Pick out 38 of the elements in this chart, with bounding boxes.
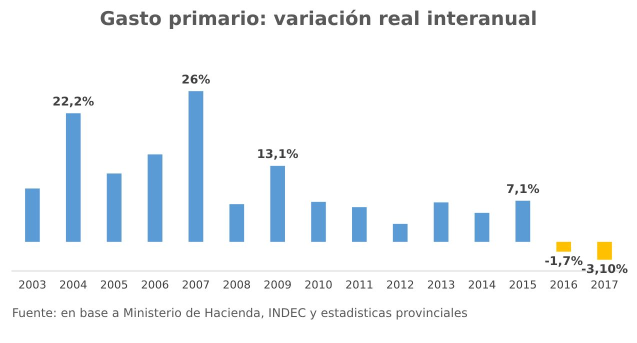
x-tick-label: 2013 xyxy=(427,278,456,292)
data-label: -3,10% xyxy=(581,262,628,276)
bar xyxy=(434,202,448,242)
bar xyxy=(515,200,530,242)
data-label: -1,7% xyxy=(544,254,583,268)
source-note: Fuente: en base a Ministerio de Hacienda, INDEC y estadisticas provinciales xyxy=(11,306,469,320)
bar xyxy=(474,212,490,242)
x-tick-label: 2007 xyxy=(182,278,210,292)
bar xyxy=(392,224,408,242)
bar xyxy=(597,242,612,260)
x-tick-label: 2005 xyxy=(100,278,128,292)
x-tick-label: 2016 xyxy=(550,278,578,292)
x-tick-label: 2012 xyxy=(386,278,414,292)
x-tick-label: 2003 xyxy=(18,278,46,292)
x-tick-label: 2004 xyxy=(59,278,88,292)
data-label: 26% xyxy=(182,72,210,86)
bar xyxy=(188,91,204,242)
x-tick-label: 2014 xyxy=(468,278,496,292)
chart-title: Gasto primario: variación real interanual xyxy=(98,8,538,32)
bar xyxy=(148,154,162,242)
bar xyxy=(229,204,244,242)
x-tick-label: 2015 xyxy=(508,278,537,292)
bar xyxy=(311,202,326,242)
bar xyxy=(270,166,285,242)
data-label: 13,1% xyxy=(256,147,298,162)
bar xyxy=(66,113,81,242)
x-tick-label: 2010 xyxy=(304,278,332,292)
data-label: 22,2% xyxy=(52,94,94,108)
x-tick-label: 2011 xyxy=(345,278,374,292)
bar xyxy=(106,173,122,242)
bar xyxy=(25,188,40,242)
bar xyxy=(352,207,367,242)
x-tick-label: 2009 xyxy=(264,278,292,292)
data-label: 7,1% xyxy=(506,182,540,196)
x-tick-label: 2008 xyxy=(222,278,251,292)
x-tick-label: 2017 xyxy=(590,278,619,292)
bar xyxy=(556,242,572,252)
x-tick-label: 2006 xyxy=(141,278,170,292)
